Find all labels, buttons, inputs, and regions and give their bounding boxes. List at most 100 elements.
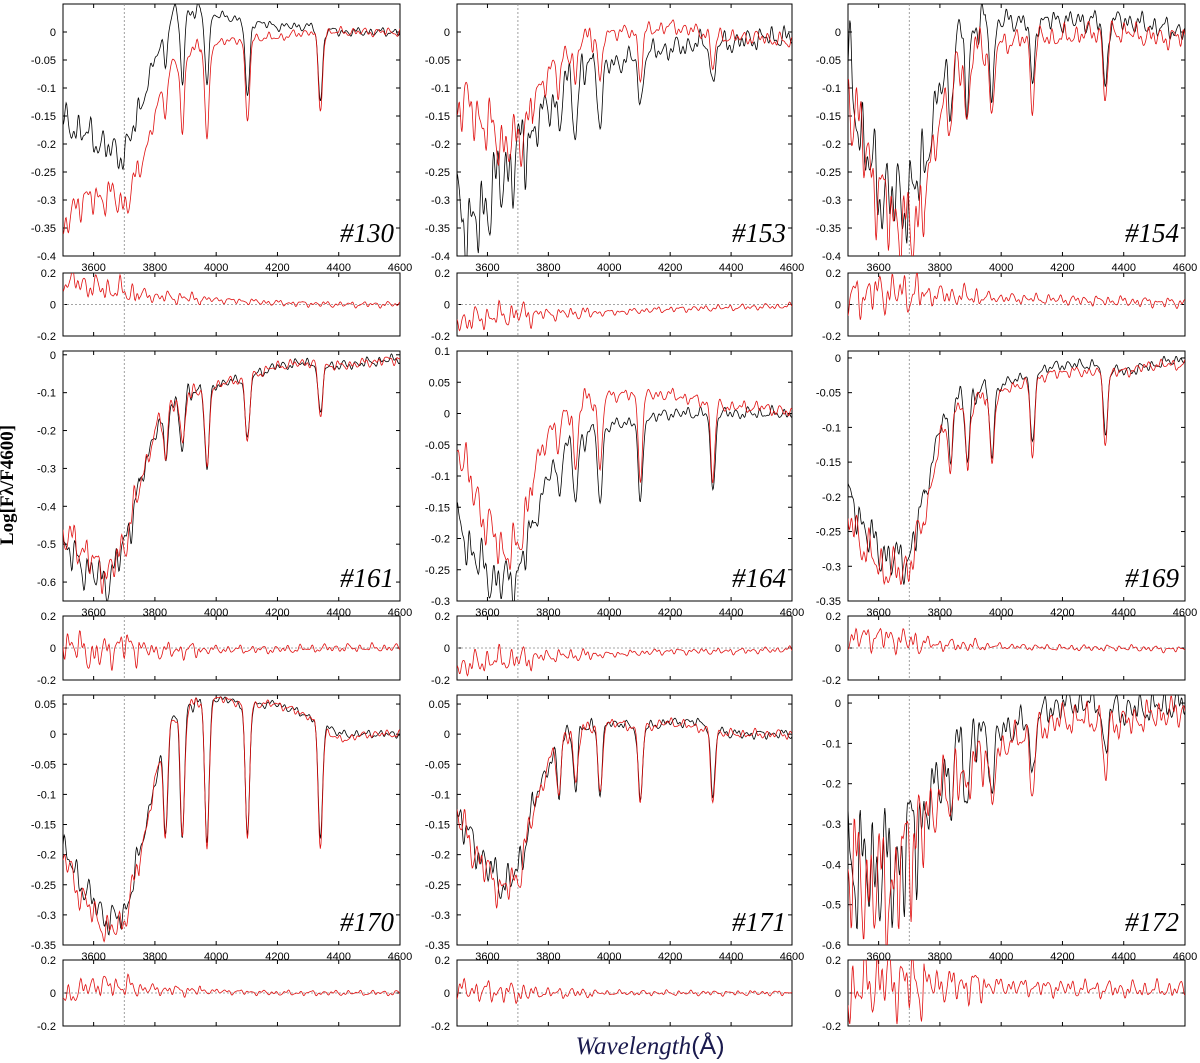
y-tick-label: -0.2 (822, 331, 841, 343)
y-tick-label: -0.1 (37, 83, 56, 95)
panel-id-label: #169 (1125, 563, 1180, 593)
x-tick-label: 3800 (928, 262, 952, 274)
spectrum-frame (62, 350, 401, 602)
residual-line (457, 299, 792, 332)
y-tick-label: 0.05 (35, 699, 56, 711)
spectrum-frame (847, 694, 1186, 946)
y-tick-label: -0.05 (816, 55, 841, 67)
spectrum-panel-130: 0 -0.05 -0.1 -0.15 -0.2 -0.25 -0.3 -0.35 -0.4 360… (31, 3, 412, 343)
y-tick-label: -0.2 (37, 426, 56, 438)
residual-line (848, 627, 1185, 656)
y-tick-label: -0.2 (37, 850, 56, 862)
y-tick-label: -0.2 (822, 675, 841, 687)
y-tick-label: -0.3 (822, 819, 841, 831)
x-tick-label: 3800 (143, 262, 167, 274)
y-tick-label: -0.2 (431, 1021, 450, 1033)
x-tick-label: 3600 (475, 262, 499, 274)
residual-line (63, 973, 400, 1002)
x-tick-label: 4600 (388, 262, 412, 274)
y-tick-label: -0.05 (425, 55, 450, 67)
y-tick-label: 0 (50, 350, 56, 362)
y-tick-label: -0.05 (816, 388, 841, 400)
x-tick-label: 4400 (719, 262, 743, 274)
y-tick-label: -0.15 (31, 111, 56, 123)
x-tick-label: 4200 (658, 262, 682, 274)
spectrum-frame (456, 694, 793, 946)
y-tick-label: 0.2 (41, 268, 56, 280)
residual-line (848, 960, 1185, 1025)
observed-spectrum-line (848, 4, 1185, 244)
x-tick-label: 3800 (536, 262, 560, 274)
y-tick-label: -0.4 (822, 251, 841, 263)
y-tick-label: -0.05 (425, 759, 450, 771)
spectrum-panel-171: 0.050-0.05-0.1-0.15-0.2-0.25-0.3-0.35360… (425, 694, 804, 1033)
y-tick-label: -0.25 (816, 527, 841, 539)
y-tick-label: -0.3 (431, 195, 450, 207)
y-tick-label: -0.1 (822, 83, 841, 95)
residual-line (63, 630, 400, 671)
observed-spectrum-line (63, 696, 400, 936)
x-tick-label: 4600 (780, 262, 804, 274)
y-tick-label: -0.35 (816, 223, 841, 235)
panel-id-label: #171 (732, 907, 786, 937)
x-tick-label: 4000 (597, 262, 621, 274)
y-tick-label: -0.05 (425, 440, 450, 452)
y-tick-label: -0.3 (37, 463, 56, 475)
y-tick-label: -0.4 (37, 501, 56, 513)
x-axis-label-unit: (Å) (691, 1032, 725, 1060)
spectrum-panel-153: 0 -0.05 -0.1 -0.15 -0.2 -0.25 -0.3 -0.35 -0.4 360… (425, 3, 804, 343)
y-tick-label: -0.35 (816, 596, 841, 608)
y-tick-label: -0.1 (822, 422, 841, 434)
y-tick-label: -0.2 (822, 139, 841, 151)
y-tick-label: 0 (835, 353, 841, 365)
y-tick-label: -0.5 (822, 900, 841, 912)
model-spectrum-line (848, 695, 1185, 945)
y-tick-label: -0.15 (425, 502, 450, 514)
model-spectrum-line (457, 717, 792, 909)
observed-spectrum-line (848, 695, 1185, 930)
y-tick-label: 0 (444, 300, 450, 312)
y-tick-label: -0.1 (37, 789, 56, 801)
y-tick-label: 0.2 (435, 955, 450, 967)
y-tick-label: -0.2 (37, 139, 56, 151)
y-tick-label: -0.25 (31, 167, 56, 179)
panel-id-label: #154 (1125, 218, 1179, 248)
y-tick-label: -0.25 (31, 880, 56, 892)
y-tick-label: -0.3 (822, 195, 841, 207)
y-tick-label: -0.2 (431, 331, 450, 343)
model-spectrum-line (848, 20, 1185, 256)
y-tick-label: -0.2 (37, 331, 56, 343)
y-tick-label: 0 (835, 698, 841, 710)
spectrum-frame (62, 3, 401, 257)
residual-line (457, 977, 792, 1005)
model-spectrum-line (63, 696, 400, 943)
y-tick-label: -0.25 (425, 880, 450, 892)
y-tick-label: -0.2 (822, 779, 841, 791)
y-tick-label: 0 (444, 729, 450, 741)
y-tick-label: -0.1 (37, 388, 56, 400)
x-tick-label: 4000 (989, 262, 1013, 274)
observed-spectrum-line (63, 353, 400, 601)
observed-spectrum-line (457, 404, 792, 601)
y-tick-label: -0.05 (31, 55, 56, 67)
spectrum-frame (847, 3, 1186, 257)
spectrum-panel-154: 0 -0.05 -0.1 -0.15 -0.2 -0.25 -0.3 -0.35 -0.4 360… (816, 3, 1197, 343)
x-tick-label: 4200 (1050, 262, 1074, 274)
x-axis-label: Wavelength(Å) (520, 1032, 780, 1061)
x-tick-label: 4400 (326, 262, 350, 274)
y-tick-label: -0.25 (425, 565, 450, 577)
y-tick-label: 0.2 (435, 611, 450, 623)
y-tick-label: -0.2 (37, 1021, 56, 1033)
y-tick-label: -0.15 (425, 820, 450, 832)
observed-spectrum-line (63, 4, 400, 171)
observed-spectrum-line (457, 24, 792, 256)
y-tick-label: -0.2 (431, 139, 450, 151)
y-tick-label: 0 (444, 988, 450, 1000)
y-tick-label: -0.3 (37, 195, 56, 207)
y-tick-label: -0.35 (425, 940, 450, 952)
y-tick-label: -0.2 (431, 850, 450, 862)
y-tick-label: 0.2 (826, 611, 841, 623)
